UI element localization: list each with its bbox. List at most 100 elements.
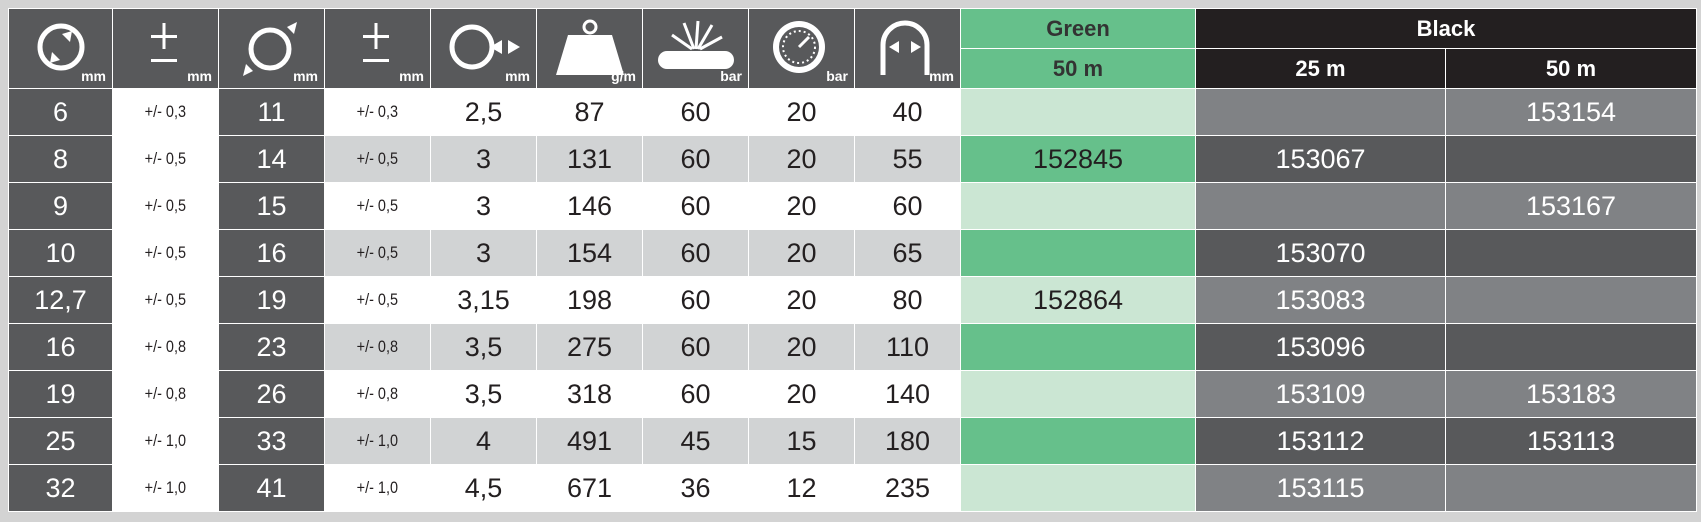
working-pressure-cell: 20 xyxy=(748,323,855,371)
unit-label: mm xyxy=(187,68,212,84)
table-row: 25 +/- 1,0 33 +/- 1,0 4 491 45 15 180 153112 15311… xyxy=(8,417,1697,465)
outer-diameter-cell: 11 xyxy=(218,88,325,136)
wall-thickness-cell: 4,5 xyxy=(430,464,537,512)
burst-pressure-cell: 60 xyxy=(642,135,749,183)
wall-thickness-cell: 3 xyxy=(430,135,537,183)
black-50m-cell: 153167 xyxy=(1445,182,1697,230)
black-50m-cell xyxy=(1445,229,1697,277)
wall-thickness-cell: 2,5 xyxy=(430,88,537,136)
outer-tolerance-cell: +/- 0,8 xyxy=(324,323,431,371)
unit-label: mm xyxy=(505,68,530,84)
wall-thickness-icon xyxy=(449,24,520,70)
black-25m-cell: 153115 xyxy=(1195,464,1446,512)
weight-cell: 154 xyxy=(536,229,643,277)
col-bend-radius: mm xyxy=(854,8,961,89)
table-row: 19 +/- 0,8 26 +/- 0,8 3,5 318 60 20 140 153109 153… xyxy=(8,370,1697,418)
inner-diameter-cell: 12,7 xyxy=(8,276,113,324)
table-row: 12,7 +/- 0,5 19 +/- 0,5 3,15 198 60 20 80 152864 1… xyxy=(8,276,1697,324)
bend-radius-cell: 140 xyxy=(854,370,961,418)
tolerance-text: +/- 0,8 xyxy=(144,337,187,356)
black-25m-cell: 153067 xyxy=(1195,135,1446,183)
outer-diameter-cell: 14 xyxy=(218,135,325,183)
black-50m-cell xyxy=(1445,464,1697,512)
outer-diameter-cell: 16 xyxy=(218,229,325,277)
unit-label: g/m xyxy=(611,68,636,84)
working-pressure-cell: 20 xyxy=(748,135,855,183)
plus-minus-icon xyxy=(362,23,389,62)
tolerance-text: +/- 0,8 xyxy=(144,384,187,403)
inner-tolerance-cell: +/- 0,5 xyxy=(112,276,219,324)
outer-tolerance-cell: +/- 0,5 xyxy=(324,276,431,324)
weight-cell: 671 xyxy=(536,464,643,512)
weight-cell: 318 xyxy=(536,370,643,418)
tolerance-text: +/- 0,5 xyxy=(356,196,399,215)
bend-radius-cell: 110 xyxy=(854,323,961,371)
working-pressure-cell: 20 xyxy=(748,370,855,418)
weight-cell: 146 xyxy=(536,182,643,230)
weight-icon xyxy=(555,19,624,75)
burst-pressure-cell: 36 xyxy=(642,464,749,512)
inner-diameter-cell: 9 xyxy=(8,182,113,230)
inner-diameter-cell: 8 xyxy=(8,135,113,183)
working-pressure-cell: 20 xyxy=(748,182,855,230)
bend-radius-icon xyxy=(880,20,929,75)
burst-pressure-cell: 60 xyxy=(642,229,749,277)
table-row: 9 +/- 0,5 15 +/- 0,5 3 146 60 20 60 153167 xyxy=(8,182,1697,230)
tolerance-text: +/- 1,0 xyxy=(144,478,187,497)
black-25m-cell xyxy=(1195,88,1446,136)
outer-tolerance-cell: +/- 0,8 xyxy=(324,370,431,418)
burst-pressure-cell: 60 xyxy=(642,370,749,418)
bend-radius-cell: 55 xyxy=(854,135,961,183)
outer-tolerance-cell: +/- 0,5 xyxy=(324,182,431,230)
tolerance-text: +/- 0,5 xyxy=(144,243,187,262)
tolerance-text: +/- 0,3 xyxy=(356,102,399,121)
working-pressure-cell: 12 xyxy=(748,464,855,512)
black-25m-cell: 153112 xyxy=(1195,417,1446,465)
unit-label: mm xyxy=(293,68,318,84)
col-tolerance-inner: mm xyxy=(112,8,219,89)
inner-diameter-cell: 32 xyxy=(8,464,113,512)
table-row: 8 +/- 0,5 14 +/- 0,5 3 131 60 20 55 152845 153067 xyxy=(8,135,1697,183)
black-50m-cell xyxy=(1445,323,1697,371)
wall-thickness-cell: 3,5 xyxy=(430,370,537,418)
plus-minus-icon xyxy=(150,23,177,62)
unit-label: mm xyxy=(399,68,424,84)
inner-diameter-icon xyxy=(37,23,84,71)
col-working-pressure: bar xyxy=(748,8,855,89)
tolerance-text: +/- 0,8 xyxy=(356,384,399,403)
black-50m-cell: 153183 xyxy=(1445,370,1697,418)
inner-tolerance-cell: +/- 1,0 xyxy=(112,417,219,465)
col-weight: g/m xyxy=(536,8,643,89)
inner-tolerance-cell: +/- 0,5 xyxy=(112,135,219,183)
inner-diameter-cell: 19 xyxy=(8,370,113,418)
outer-tolerance-cell: +/- 1,0 xyxy=(324,417,431,465)
bend-radius-cell: 60 xyxy=(854,182,961,230)
green-50m-cell xyxy=(960,464,1196,512)
inner-diameter-cell: 10 xyxy=(8,229,113,277)
col-wall-thickness: mm xyxy=(430,8,537,89)
bend-radius-cell: 80 xyxy=(854,276,961,324)
working-pressure-cell: 20 xyxy=(748,88,855,136)
inner-tolerance-cell: +/- 0,5 xyxy=(112,229,219,277)
tolerance-text: +/- 0,3 xyxy=(144,102,187,121)
bend-radius-cell: 180 xyxy=(854,417,961,465)
wall-thickness-cell: 3 xyxy=(430,229,537,277)
working-pressure-cell: 20 xyxy=(748,276,855,324)
black-50m-cell xyxy=(1445,135,1697,183)
green-50m-cell xyxy=(960,88,1196,136)
burst-pressure-icon xyxy=(657,20,734,69)
weight-cell: 275 xyxy=(536,323,643,371)
wall-thickness-cell: 3,5 xyxy=(430,323,537,371)
unit-label: mm xyxy=(929,68,954,84)
green-50m-cell xyxy=(960,229,1196,277)
green-50m-header: 50 m xyxy=(960,48,1196,89)
green-50m-cell xyxy=(960,417,1196,465)
wall-thickness-cell: 3 xyxy=(430,182,537,230)
green-50m-cell: 152864 xyxy=(960,276,1196,324)
outer-tolerance-cell: +/- 0,5 xyxy=(324,229,431,277)
weight-cell: 131 xyxy=(536,135,643,183)
working-pressure-cell: 20 xyxy=(748,229,855,277)
tolerance-text: +/- 1,0 xyxy=(356,478,399,497)
inner-tolerance-cell: +/- 1,0 xyxy=(112,464,219,512)
tolerance-text: +/- 0,5 xyxy=(356,290,399,309)
